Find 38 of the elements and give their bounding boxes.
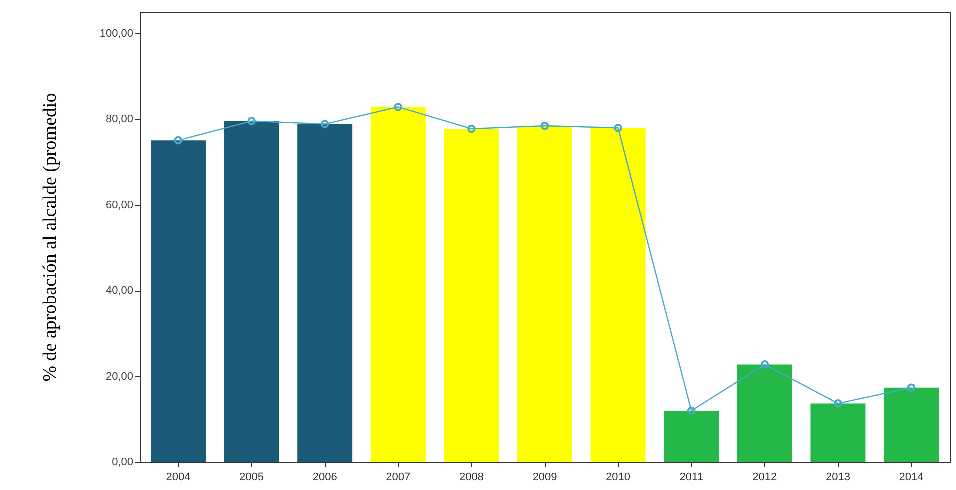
x-tick-label: 2004 — [166, 472, 191, 484]
x-tick-label: 2012 — [752, 472, 778, 484]
bar — [444, 129, 500, 462]
bar — [370, 107, 426, 462]
bar — [518, 126, 572, 462]
bar — [884, 388, 940, 462]
point — [614, 124, 622, 132]
y-tick-label: 60,00 — [106, 199, 134, 212]
point — [760, 360, 770, 369]
bar — [590, 128, 646, 462]
bar — [810, 404, 866, 462]
bar — [150, 140, 206, 462]
point — [834, 400, 842, 408]
x-tick-label: 2013 — [826, 472, 850, 484]
x-tick-label: 2014 — [899, 472, 924, 484]
x-tick-label: 2011 — [680, 472, 704, 484]
y-tick-label: 0,00 — [112, 456, 134, 468]
point — [687, 406, 696, 416]
point — [248, 117, 256, 126]
x-tick-label: 2009 — [532, 472, 558, 484]
x-tick-label: 2010 — [606, 472, 631, 484]
x-tick-label: 2007 — [386, 472, 411, 484]
point — [468, 124, 476, 134]
x-tick-label: 2008 — [459, 472, 484, 484]
bar — [224, 121, 280, 462]
x-tick-label: 2006 — [312, 472, 338, 484]
y-tick-label: 40,00 — [106, 285, 134, 298]
bar — [664, 411, 720, 462]
point — [540, 122, 550, 130]
bar — [298, 124, 353, 462]
y-tick-label: 80,00 — [106, 114, 134, 126]
x-tick-label: 2005 — [240, 472, 264, 484]
point — [394, 102, 403, 112]
y-axis-title: % de aprobación al alcalde (promedio — [40, 93, 61, 382]
y-tick-label: 100,00 — [100, 28, 134, 40]
bar — [737, 364, 792, 462]
y-tick-label: 20,00 — [106, 370, 134, 383]
point — [320, 120, 330, 128]
